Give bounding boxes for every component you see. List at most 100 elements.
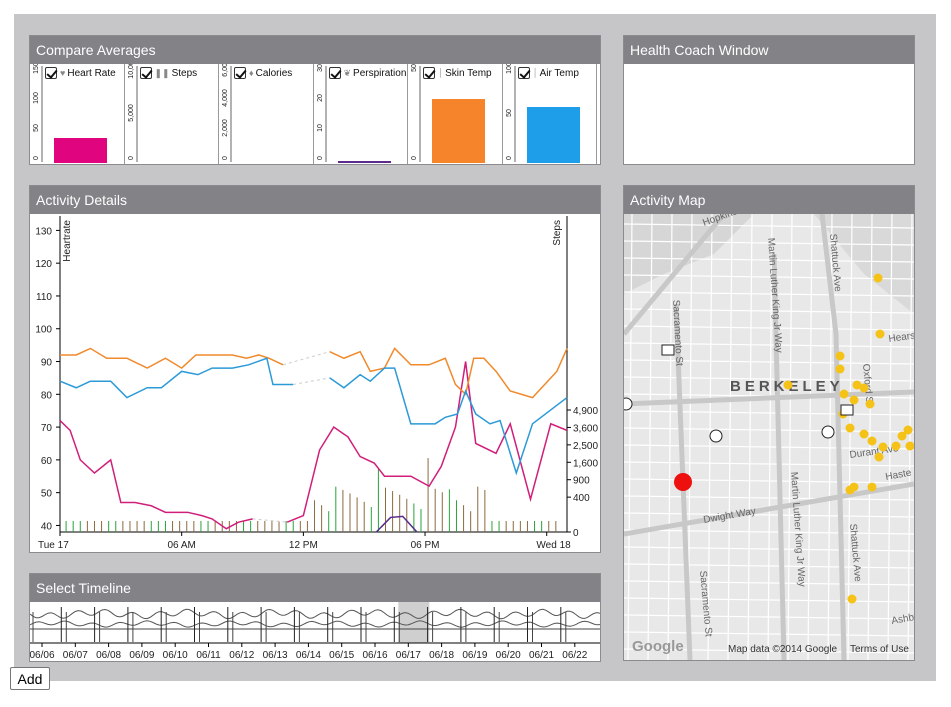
x-tick-label: Tue 17 [38, 540, 69, 551]
air-temp-line [329, 367, 568, 476]
map-street-label: Shattuck Ave [847, 523, 863, 582]
map-street [624, 410, 914, 416]
axis-tick-label: 10 [317, 124, 324, 132]
axis-tick-label: 6,000 [222, 64, 229, 77]
y2-tick-label: 3,600 [573, 423, 598, 434]
select-timeline-title: Select Timeline [30, 574, 600, 602]
heartrate-line [59, 419, 253, 530]
map-street [747, 214, 753, 660]
map-road-mlk [771, 253, 787, 660]
y2-tick-label: 400 [573, 493, 590, 504]
timeline-date-label: 06/14 [296, 650, 321, 661]
metric-checkbox[interactable] [423, 67, 435, 79]
metric-label: ❚❚ Steps [155, 68, 218, 79]
y-tick-label: 130 [35, 226, 52, 237]
map-marker[interactable] [905, 441, 915, 451]
map-marker[interactable] [835, 351, 845, 361]
map-marker[interactable] [874, 452, 884, 462]
average-axis: 10,000 5,000 0 [128, 64, 137, 162]
average-cell-air-temp: 100 50 0 ⏐ Air Temp [503, 64, 597, 164]
map-marker[interactable] [865, 399, 875, 409]
map-terms-link[interactable]: Terms of Use [850, 644, 909, 655]
add-button[interactable]: Add [10, 667, 50, 690]
y-tick-label: 120 [35, 259, 52, 270]
map-marker[interactable] [859, 429, 869, 439]
timeline-lines [30, 608, 600, 628]
timeline-date-label: 06/06 [30, 650, 55, 661]
map-marker[interactable] [891, 441, 901, 451]
activity-details-title: Activity Details [30, 186, 600, 214]
metric-checkbox[interactable] [139, 67, 152, 79]
map-road-shattuck [819, 214, 847, 660]
map-street [624, 308, 914, 314]
timeline-date-label: 06/18 [429, 650, 454, 661]
y2-tick-label: 2,500 [573, 441, 598, 452]
y2-axis-title: Steps [552, 220, 563, 246]
activity-details-body: 40 50 60 70 80 90 100 110 120 130 Heartrate Steps 0 4… [30, 214, 600, 552]
map-street [624, 359, 914, 365]
map-road-dwight [624, 481, 914, 537]
timeline-brush[interactable]: 06/06 06/07 06/08 06/09 06/10 06/11 06/12 06/13… [30, 602, 600, 661]
average-axis: 100 50 0 [506, 64, 515, 162]
map-terrain [814, 214, 914, 314]
compare-averages-body: 150 100 50 0 ♥ Heart Rate 10,000 5,000 0 ❚❚ Steps 6… [30, 64, 600, 164]
axis-tick-label: 5,000 [128, 104, 135, 122]
metric-label: ⏐ Skin Temp [438, 68, 501, 79]
map-street-label: Haste [885, 468, 913, 483]
compare-averages-panel: Compare Averages 150 100 50 0 ♥ Heart Rate 10,… [29, 35, 601, 165]
average-cell-perspiration: 30 20 10 0 ❦ Perspiration [314, 64, 408, 164]
axis-tick-label: 0 [317, 156, 324, 160]
map-marker[interactable] [867, 436, 877, 446]
map-marker[interactable] [867, 482, 877, 492]
map-street [624, 444, 914, 450]
map-street [807, 214, 813, 660]
map-marker[interactable] [849, 395, 859, 405]
map-marker[interactable] [903, 425, 913, 435]
map-marker[interactable] [878, 442, 888, 452]
map-marker[interactable] [875, 329, 885, 339]
metric-checkbox[interactable] [517, 67, 530, 79]
activity-chart[interactable]: 40 50 60 70 80 90 100 110 120 130 Heartrate Steps 0 4… [30, 214, 600, 552]
footsteps-icon: ❚❚ [154, 68, 170, 78]
map-marker[interactable] [897, 431, 907, 441]
average-cell-steps: 10,000 5,000 0 ❚❚ Steps [125, 64, 219, 164]
skin-temp-line [60, 347, 284, 370]
x-tick-label: 12 PM [289, 540, 318, 551]
map-marker[interactable] [873, 273, 883, 283]
y-axis-title: Heartrate [62, 220, 73, 262]
map-street [624, 648, 914, 654]
map-marker[interactable] [859, 383, 869, 393]
map-marker[interactable] [847, 594, 857, 604]
average-axis: 50 0 [411, 64, 421, 162]
map-marker[interactable] [839, 389, 849, 399]
timeline-date-label: 06/21 [529, 650, 554, 661]
map-marker[interactable] [849, 482, 859, 492]
timeline-date-label: 06/12 [229, 650, 254, 661]
map-data-credit: Map data ©2014 Google [728, 644, 838, 655]
map-current-location-marker[interactable] [674, 473, 692, 491]
y-tick-label: 50 [41, 489, 53, 500]
metric-checkbox[interactable] [328, 67, 341, 79]
y2-tick-label: 900 [573, 476, 590, 487]
metric-label: ⏐ Air Temp [533, 68, 596, 79]
y-tick-label: 70 [41, 423, 53, 434]
metric-checkbox[interactable] [45, 67, 57, 79]
map-marker[interactable] [852, 380, 862, 390]
health-coach-body [624, 64, 914, 164]
heartrate-line [286, 361, 568, 523]
select-timeline-body[interactable]: 06/06 06/07 06/08 06/09 06/10 06/11 06/12 06/13… [30, 602, 600, 661]
axis-tick-label: 4,000 [222, 89, 229, 107]
flame-icon: ♦ [249, 68, 254, 78]
map-marker[interactable] [835, 364, 845, 374]
map-street [624, 257, 914, 263]
map-marker[interactable] [783, 380, 793, 390]
perspiration-line [375, 515, 418, 533]
y-tick-label: 60 [41, 456, 53, 467]
map-transit-icon [661, 344, 675, 356]
metric-checkbox[interactable] [234, 67, 246, 79]
axis-tick-label: 0 [33, 156, 40, 160]
timeline-date-label: 06/20 [496, 650, 521, 661]
map-marker[interactable] [845, 423, 855, 433]
